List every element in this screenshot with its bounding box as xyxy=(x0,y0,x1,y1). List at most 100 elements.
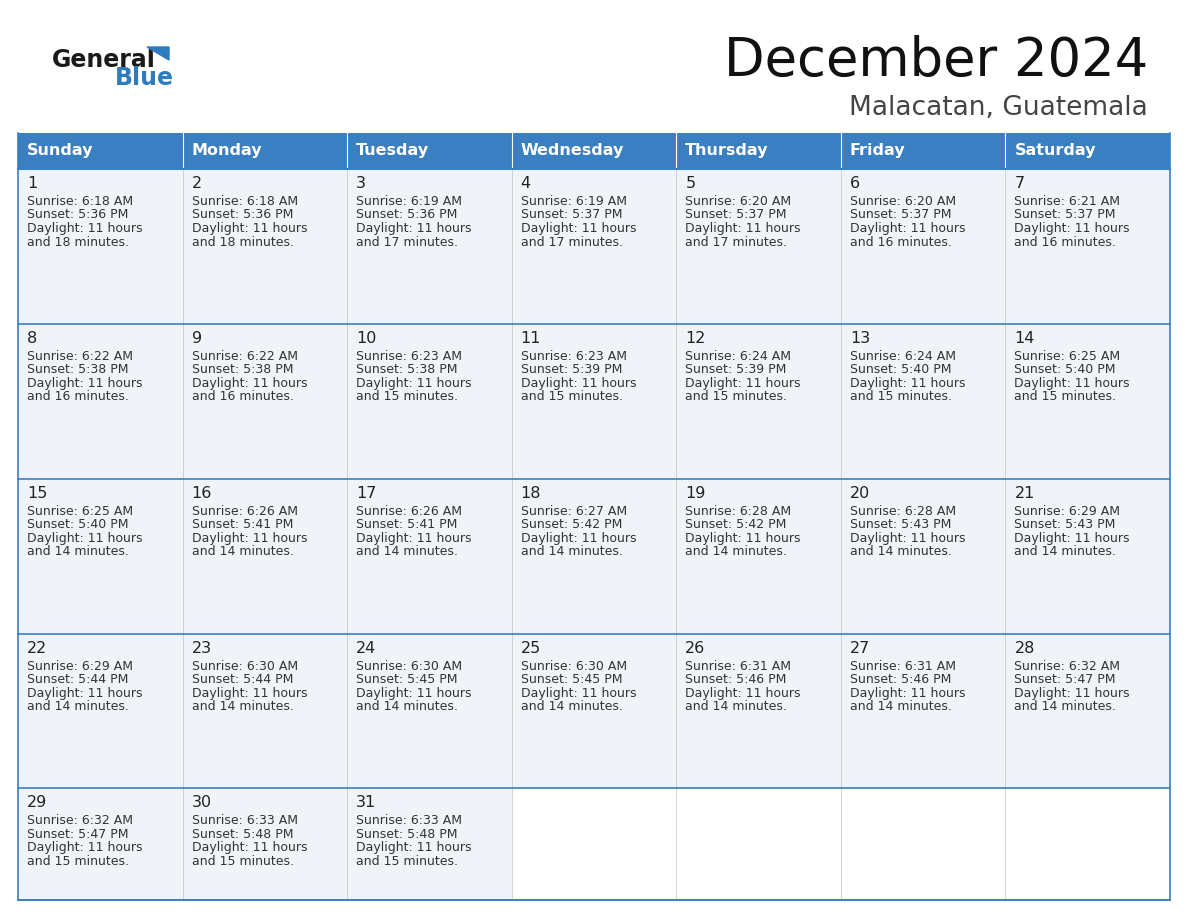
Text: Daylight: 11 hours: Daylight: 11 hours xyxy=(191,377,307,390)
Text: Daylight: 11 hours: Daylight: 11 hours xyxy=(356,842,472,855)
Text: Sunset: 5:43 PM: Sunset: 5:43 PM xyxy=(849,519,952,532)
Text: Sunrise: 6:32 AM: Sunrise: 6:32 AM xyxy=(27,814,133,827)
Text: 15: 15 xyxy=(27,486,48,500)
Text: Sunset: 5:36 PM: Sunset: 5:36 PM xyxy=(356,208,457,221)
Text: and 14 minutes.: and 14 minutes. xyxy=(191,545,293,558)
Text: 2: 2 xyxy=(191,176,202,191)
Text: Sunrise: 6:29 AM: Sunrise: 6:29 AM xyxy=(27,660,133,673)
Text: Sunrise: 6:28 AM: Sunrise: 6:28 AM xyxy=(685,505,791,518)
Bar xyxy=(347,789,512,900)
Text: Monday: Monday xyxy=(191,143,263,159)
Text: 16: 16 xyxy=(191,486,211,500)
Polygon shape xyxy=(147,47,169,60)
Text: Daylight: 11 hours: Daylight: 11 hours xyxy=(191,532,307,544)
Text: 30: 30 xyxy=(191,796,211,811)
Text: Sunset: 5:44 PM: Sunset: 5:44 PM xyxy=(27,673,128,686)
Text: and 14 minutes.: and 14 minutes. xyxy=(849,700,952,713)
Text: 3: 3 xyxy=(356,176,366,191)
Text: and 14 minutes.: and 14 minutes. xyxy=(27,545,128,558)
Bar xyxy=(183,479,347,633)
Text: Daylight: 11 hours: Daylight: 11 hours xyxy=(520,532,637,544)
Bar xyxy=(1005,324,1170,479)
Bar xyxy=(841,479,1005,633)
Text: Sunset: 5:38 PM: Sunset: 5:38 PM xyxy=(356,364,457,376)
Text: 17: 17 xyxy=(356,486,377,500)
Text: and 16 minutes.: and 16 minutes. xyxy=(191,390,293,403)
Text: Sunrise: 6:32 AM: Sunrise: 6:32 AM xyxy=(1015,660,1120,673)
Text: Sunset: 5:43 PM: Sunset: 5:43 PM xyxy=(1015,519,1116,532)
Text: Daylight: 11 hours: Daylight: 11 hours xyxy=(1015,687,1130,700)
Text: Daylight: 11 hours: Daylight: 11 hours xyxy=(27,842,143,855)
Text: 8: 8 xyxy=(27,330,37,346)
Text: 7: 7 xyxy=(1015,176,1024,191)
Text: Sunrise: 6:18 AM: Sunrise: 6:18 AM xyxy=(191,195,298,208)
Text: Daylight: 11 hours: Daylight: 11 hours xyxy=(191,222,307,235)
Text: and 16 minutes.: and 16 minutes. xyxy=(27,390,128,403)
Text: Daylight: 11 hours: Daylight: 11 hours xyxy=(520,222,637,235)
Text: Sunrise: 6:28 AM: Sunrise: 6:28 AM xyxy=(849,505,956,518)
Bar xyxy=(512,633,676,789)
Text: Daylight: 11 hours: Daylight: 11 hours xyxy=(356,222,472,235)
Text: Sunset: 5:40 PM: Sunset: 5:40 PM xyxy=(27,519,128,532)
Text: and 14 minutes.: and 14 minutes. xyxy=(27,700,128,713)
Text: 10: 10 xyxy=(356,330,377,346)
Bar xyxy=(347,169,512,324)
Bar xyxy=(841,324,1005,479)
Bar xyxy=(183,633,347,789)
Text: Sunset: 5:37 PM: Sunset: 5:37 PM xyxy=(1015,208,1116,221)
Text: Daylight: 11 hours: Daylight: 11 hours xyxy=(685,377,801,390)
Bar xyxy=(183,789,347,900)
Text: and 14 minutes.: and 14 minutes. xyxy=(685,700,788,713)
Text: and 15 minutes.: and 15 minutes. xyxy=(849,390,952,403)
Bar xyxy=(1005,169,1170,324)
Bar xyxy=(183,324,347,479)
Text: Sunrise: 6:20 AM: Sunrise: 6:20 AM xyxy=(849,195,956,208)
Text: and 15 minutes.: and 15 minutes. xyxy=(356,855,459,868)
Text: and 15 minutes.: and 15 minutes. xyxy=(27,855,129,868)
Text: and 14 minutes.: and 14 minutes. xyxy=(356,545,459,558)
Text: Wednesday: Wednesday xyxy=(520,143,624,159)
Text: Sunset: 5:45 PM: Sunset: 5:45 PM xyxy=(356,673,457,686)
Bar xyxy=(676,169,841,324)
Bar xyxy=(676,479,841,633)
Text: Sunrise: 6:19 AM: Sunrise: 6:19 AM xyxy=(356,195,462,208)
Text: Sunset: 5:47 PM: Sunset: 5:47 PM xyxy=(27,828,128,841)
Bar xyxy=(1005,633,1170,789)
Text: Sunrise: 6:25 AM: Sunrise: 6:25 AM xyxy=(1015,350,1120,363)
Text: Sunrise: 6:19 AM: Sunrise: 6:19 AM xyxy=(520,195,627,208)
Text: and 14 minutes.: and 14 minutes. xyxy=(356,700,459,713)
Bar xyxy=(676,324,841,479)
Text: 24: 24 xyxy=(356,641,377,655)
Bar xyxy=(18,789,183,900)
Text: Sunrise: 6:23 AM: Sunrise: 6:23 AM xyxy=(520,350,627,363)
Text: Sunrise: 6:25 AM: Sunrise: 6:25 AM xyxy=(27,505,133,518)
Text: 4: 4 xyxy=(520,176,531,191)
Text: Sunrise: 6:23 AM: Sunrise: 6:23 AM xyxy=(356,350,462,363)
Text: Daylight: 11 hours: Daylight: 11 hours xyxy=(685,532,801,544)
Text: Sunrise: 6:30 AM: Sunrise: 6:30 AM xyxy=(191,660,298,673)
Text: Daylight: 11 hours: Daylight: 11 hours xyxy=(27,687,143,700)
Text: Sunset: 5:47 PM: Sunset: 5:47 PM xyxy=(1015,673,1116,686)
Text: Friday: Friday xyxy=(849,143,905,159)
Bar xyxy=(676,133,841,169)
Text: Saturday: Saturday xyxy=(1015,143,1095,159)
Text: Sunset: 5:42 PM: Sunset: 5:42 PM xyxy=(685,519,786,532)
Text: Sunrise: 6:27 AM: Sunrise: 6:27 AM xyxy=(520,505,627,518)
Text: and 16 minutes.: and 16 minutes. xyxy=(849,236,952,249)
Bar xyxy=(841,133,1005,169)
Bar xyxy=(512,169,676,324)
Text: and 14 minutes.: and 14 minutes. xyxy=(849,545,952,558)
Text: 26: 26 xyxy=(685,641,706,655)
Text: Daylight: 11 hours: Daylight: 11 hours xyxy=(685,222,801,235)
Text: and 15 minutes.: and 15 minutes. xyxy=(520,390,623,403)
Text: 6: 6 xyxy=(849,176,860,191)
Text: Sunset: 5:42 PM: Sunset: 5:42 PM xyxy=(520,519,623,532)
Bar xyxy=(18,133,183,169)
Text: and 15 minutes.: and 15 minutes. xyxy=(356,390,459,403)
Text: Daylight: 11 hours: Daylight: 11 hours xyxy=(27,222,143,235)
Text: Sunrise: 6:26 AM: Sunrise: 6:26 AM xyxy=(356,505,462,518)
Text: and 14 minutes.: and 14 minutes. xyxy=(685,545,788,558)
Text: Sunset: 5:38 PM: Sunset: 5:38 PM xyxy=(191,364,293,376)
Text: Sunset: 5:44 PM: Sunset: 5:44 PM xyxy=(191,673,293,686)
Bar xyxy=(1005,133,1170,169)
